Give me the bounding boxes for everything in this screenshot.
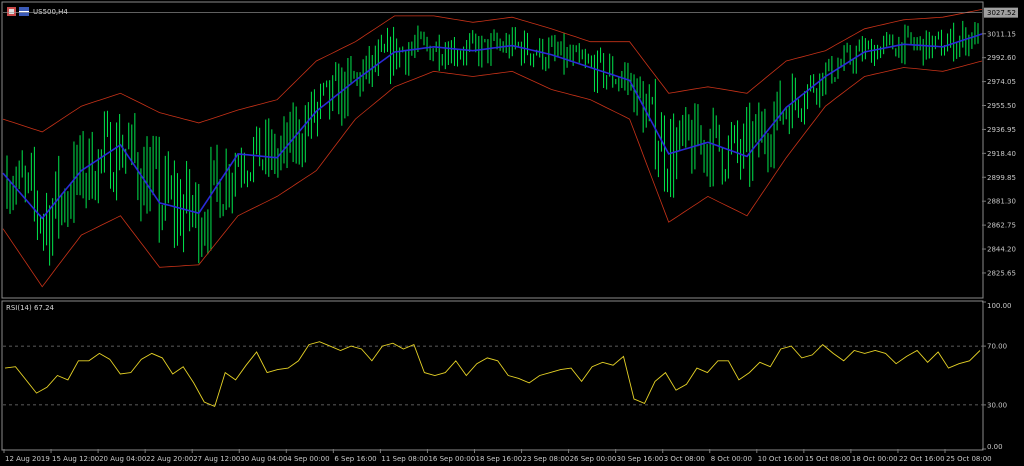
time-tick-label: 30 Aug 04:00 — [240, 455, 287, 463]
time-tick-label: 26 Sep 00:00 — [570, 455, 617, 463]
symbol-label: US500,H4 — [33, 8, 68, 16]
time-tick-label: 6 Sep 16:00 — [334, 455, 376, 463]
last-price-label: 3027.52 — [987, 9, 1016, 17]
time-tick-label: 8 Oct 00:00 — [711, 455, 752, 463]
bollinger-lower-line — [2, 60, 983, 288]
time-tick-label: 18 Oct 00:00 — [852, 455, 898, 463]
time-tick-label: 12 Aug 2019 — [5, 455, 50, 463]
price-tick-label: 2936.95 — [987, 126, 1016, 134]
price-tick-label: 2974.05 — [987, 78, 1016, 86]
time-tick-label: 18 Sep 16:00 — [476, 455, 523, 463]
time-tick-label: 20 Aug 04:00 — [99, 455, 146, 463]
price-tick-label: 2992.60 — [987, 54, 1016, 62]
rsi-indicator-label: RSI(14) 67.24 — [6, 304, 55, 312]
rsi-line — [4, 341, 981, 408]
rsi-tick-label: 0.00 — [987, 443, 1003, 451]
price-tick-label: 2862.75 — [987, 222, 1016, 230]
time-tick-label: 11 Sep 08:00 — [381, 455, 428, 463]
time-axis: 12 Aug 2019 15 Aug 12:00 20 Aug 04:00 22 Au… — [3, 449, 992, 463]
rsi-tick-label: 70.00 — [987, 343, 1007, 351]
time-tick-label: 27 Aug 12:00 — [193, 455, 240, 463]
price-tick-label: 2918.40 — [987, 150, 1016, 158]
price-tick-label: 2825.65 — [987, 269, 1016, 277]
rsi-axis: 100.00 70.00 30.00 0.00 — [982, 301, 1012, 451]
time-tick-label: 16 Sep 00:00 — [428, 455, 475, 463]
price-plot — [2, 9, 983, 288]
symbol-header: US500,H4 — [7, 7, 68, 16]
bollinger-upper-line — [2, 9, 983, 133]
time-tick-label: 4 Sep 00:00 — [287, 455, 329, 463]
price-tick-label: 2844.20 — [987, 246, 1016, 254]
time-tick-label: 3 Oct 08:00 — [664, 455, 705, 463]
moving-average-line — [2, 33, 983, 220]
time-tick-label: 15 Aug 12:00 — [52, 455, 99, 463]
time-tick-label: 23 Sep 08:00 — [523, 455, 570, 463]
price-tick-label: 2899.85 — [987, 174, 1016, 182]
time-tick-label: 25 Oct 08:00 — [946, 455, 992, 463]
rsi-tick-label: 30.00 — [987, 401, 1007, 409]
rsi-plot — [3, 341, 982, 408]
price-panel[interactable] — [1, 1, 984, 299]
time-tick-label: 10 Oct 16:00 — [758, 455, 804, 463]
rsi-tick-label: 100.00 — [987, 302, 1012, 310]
time-tick-label: 22 Oct 16:00 — [899, 455, 945, 463]
time-tick-label: 15 Oct 08:00 — [805, 455, 851, 463]
time-tick-label: 30 Sep 16:00 — [617, 455, 664, 463]
price-axis: 3011.15 2992.60 2974.05 2955.50 2936.95 2918.… — [3, 7, 1018, 277]
rsi-panel[interactable] — [1, 300, 984, 451]
price-tick-label: 2881.30 — [987, 198, 1016, 206]
last-price-tag — [984, 7, 1018, 18]
time-tick-label: 22 Aug 20:00 — [146, 455, 193, 463]
price-tick-label: 2955.50 — [987, 102, 1016, 110]
price-tick-label: 3011.15 — [987, 30, 1016, 38]
